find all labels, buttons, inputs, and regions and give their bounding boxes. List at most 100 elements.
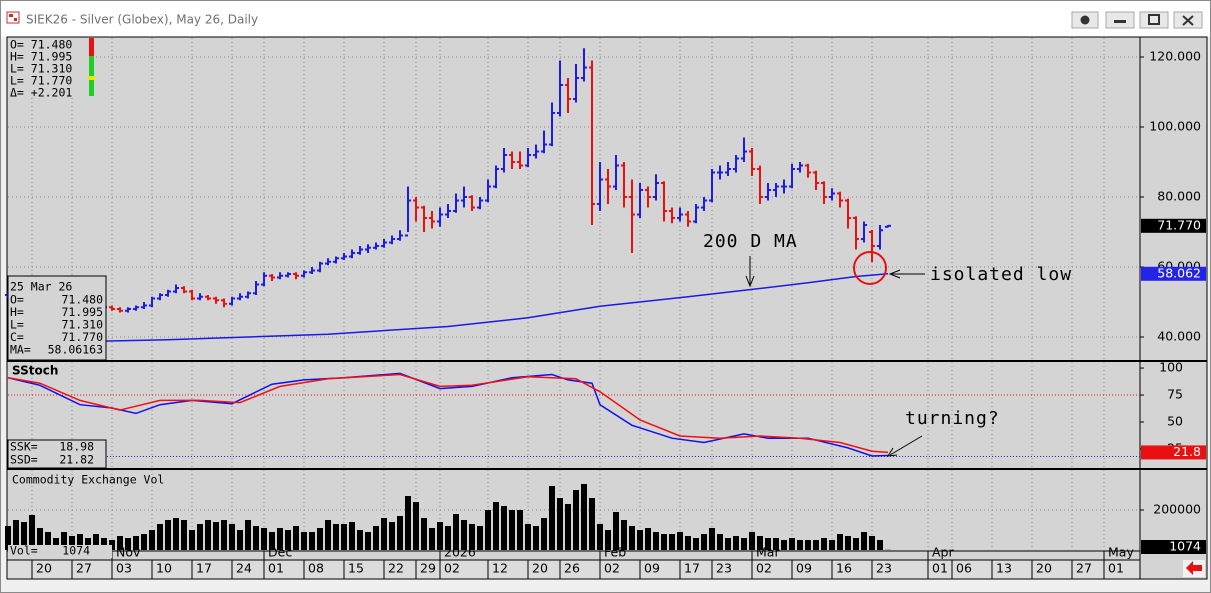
- volume-bar: [133, 536, 139, 550]
- volume-bar: [405, 496, 411, 550]
- overlay-layer: 20 27 03 10 17 24 01 08 15 22 29 02 12 20 26 02 09 17 23 02…: [10, 217, 1206, 576]
- panel-title: SStoch: [12, 364, 58, 378]
- day-row: [6, 559, 1141, 580]
- volume-bar: [157, 524, 163, 550]
- volume-bar: [629, 526, 635, 550]
- y-tick-label: 100: [1159, 360, 1183, 375]
- scroll-arrow: [1186, 561, 1202, 575]
- date-box-label: L=: [10, 318, 24, 332]
- volume-bar: [701, 534, 707, 550]
- scroll-button[interactable]: [1183, 560, 1205, 577]
- moving-average: [7, 273, 889, 344]
- volume-bar: [661, 534, 667, 550]
- volume-bar: [221, 520, 227, 550]
- volume-bar: [597, 524, 603, 550]
- quote-line: L= 71.310: [10, 62, 72, 76]
- x-tick-label: 22: [388, 561, 404, 576]
- volume-bar: [237, 530, 243, 550]
- volume-bar: [733, 536, 739, 550]
- volume-bar: [173, 518, 179, 550]
- range-bar-high: [89, 38, 94, 56]
- volume-bar: [621, 520, 627, 550]
- volume-bar: [349, 522, 355, 550]
- volume-bar: [613, 512, 619, 550]
- volume-bar: [365, 532, 371, 550]
- date-box: 25 Mar 26 O= 71.480 H= 71.995 L= 71.310 C= 71.7…: [7, 275, 107, 361]
- volume-bar: [581, 484, 587, 550]
- last-value-tag: [1141, 445, 1206, 460]
- volume-bar: [389, 522, 395, 550]
- button-maximize[interactable]: [1139, 11, 1169, 29]
- volume-bar: [845, 536, 851, 550]
- volume-bar: [309, 532, 315, 550]
- x-tick-label: 17: [196, 561, 212, 576]
- volume-bar: [813, 540, 819, 550]
- annotation-arrow: [745, 256, 755, 288]
- volume-bar: [197, 524, 203, 550]
- last-value-tag: [1141, 266, 1206, 281]
- volume-bar: [341, 524, 347, 550]
- volume-bar: [605, 530, 611, 550]
- volume-bar: [141, 534, 147, 550]
- volume-bar: [717, 534, 723, 550]
- volume-bar: [781, 540, 787, 550]
- x-tick-label: 29: [420, 561, 436, 576]
- volume-bar: [877, 540, 883, 550]
- volume-bar: [325, 520, 331, 550]
- volume-bar: [77, 534, 83, 550]
- volume-bar: [765, 538, 771, 550]
- y-tick-label: 100.000: [1149, 119, 1201, 134]
- volume-bar: [269, 532, 275, 550]
- volume-bar: [13, 520, 19, 550]
- x-tick-label: 17: [684, 561, 700, 576]
- volume-bar: [493, 502, 499, 550]
- window-title: SIEK26 - Silver (Globex), May 26, Daily: [26, 13, 258, 27]
- x-tick-label: 27: [76, 561, 92, 576]
- volume-bar: [637, 530, 643, 550]
- date-box-label: MA=: [10, 343, 31, 357]
- volume-bar: [669, 534, 675, 550]
- volume-bar: [277, 528, 283, 550]
- quote-box-bg: [8, 38, 96, 98]
- volume-bar: [253, 526, 259, 550]
- volume-bar: [421, 518, 427, 550]
- volume-bar: [125, 538, 131, 550]
- volume-bar: [461, 520, 467, 550]
- volume-bar: [549, 486, 555, 550]
- volume-bar: [861, 532, 867, 550]
- volume-bar: [797, 540, 803, 550]
- x-major-label: 2026: [444, 545, 476, 560]
- volume-bar: [357, 530, 363, 550]
- x-tick-label: 23: [876, 561, 892, 576]
- vol-readout-bg: [8, 545, 112, 558]
- close-icon: [1182, 15, 1194, 26]
- volume-bar: [533, 526, 539, 550]
- volume-bar: [501, 506, 507, 550]
- volume-bar: [213, 522, 219, 550]
- readout-value: 21.82: [59, 453, 94, 467]
- minimize-icon: [1114, 20, 1126, 23]
- annotation-text: isolated low: [930, 264, 1072, 285]
- x-tick-label: 13: [996, 561, 1012, 576]
- x-tick-label: 08: [308, 561, 324, 576]
- annotation-arrow: [888, 269, 925, 279]
- volume-bar: [645, 528, 651, 550]
- x-major-label: Apr: [932, 545, 954, 560]
- window-buttons[interactable]: [1071, 11, 1203, 29]
- volume-bar: [821, 538, 827, 550]
- volume-bar: [773, 538, 779, 550]
- y-tick-label: 80.000: [1157, 189, 1201, 204]
- volume-bar: [517, 510, 523, 550]
- volume-bar: [757, 536, 763, 550]
- volume-bar: [37, 528, 43, 550]
- x-tick-label: 24: [236, 561, 252, 576]
- chart-area: [6, 36, 1208, 580]
- volume-bar: [837, 534, 843, 550]
- volume-bar: [477, 526, 483, 550]
- x-tick-label: 06: [956, 561, 972, 576]
- volume-bar: [5, 526, 11, 550]
- volume-bar: [853, 538, 859, 550]
- volume-bar: [285, 530, 291, 550]
- annotation-text: 200 D MA: [703, 231, 798, 252]
- range-marker: [88, 76, 95, 80]
